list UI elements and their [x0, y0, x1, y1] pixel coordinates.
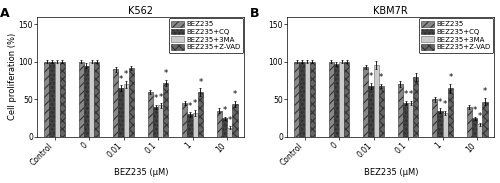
Text: *: *: [222, 106, 226, 115]
Text: *: *: [443, 100, 448, 109]
Bar: [467, 107, 472, 137]
Bar: [227, 128, 232, 137]
Bar: [363, 67, 368, 137]
Bar: [89, 62, 94, 137]
Bar: [54, 62, 60, 137]
Bar: [158, 105, 164, 137]
Text: *: *: [164, 69, 168, 78]
Bar: [472, 118, 477, 137]
Bar: [442, 113, 448, 137]
Bar: [398, 84, 403, 137]
Bar: [477, 124, 482, 137]
Bar: [153, 107, 158, 137]
Text: *: *: [198, 78, 202, 87]
Bar: [124, 84, 129, 137]
Bar: [300, 62, 304, 137]
Legend: BEZ235, BEZ235+CQ, BEZ235+3MA, BEZ235+Z-VAD: BEZ235, BEZ235+CQ, BEZ235+3MA, BEZ235+Z-…: [168, 18, 243, 53]
Text: *: *: [448, 73, 452, 82]
Title: KBM7R: KBM7R: [374, 6, 408, 16]
Bar: [448, 88, 453, 137]
Bar: [44, 62, 50, 137]
Bar: [164, 83, 168, 137]
Bar: [408, 103, 414, 137]
Bar: [94, 62, 100, 137]
Bar: [182, 103, 188, 137]
Title: K562: K562: [128, 6, 154, 16]
Bar: [368, 86, 374, 137]
Bar: [344, 62, 350, 137]
Bar: [60, 62, 65, 137]
Bar: [328, 62, 334, 137]
Bar: [482, 102, 488, 137]
Text: A: A: [0, 7, 10, 20]
Text: *: *: [228, 116, 232, 125]
Text: *: *: [154, 94, 158, 103]
Y-axis label: Cell proliferation (%): Cell proliferation (%): [8, 33, 17, 120]
Bar: [50, 62, 54, 137]
Text: *: *: [483, 87, 487, 96]
Bar: [148, 92, 153, 137]
Text: *: *: [408, 90, 413, 99]
Bar: [334, 64, 339, 137]
X-axis label: BEZ235 (μM): BEZ235 (μM): [114, 168, 168, 178]
X-axis label: BEZ235 (μM): BEZ235 (μM): [364, 168, 418, 178]
Text: *: *: [379, 73, 384, 82]
Bar: [438, 111, 442, 137]
Bar: [129, 68, 134, 137]
Bar: [222, 118, 227, 137]
Text: *: *: [158, 93, 163, 102]
Bar: [232, 104, 237, 137]
Bar: [339, 62, 344, 137]
Bar: [78, 62, 84, 137]
Bar: [294, 62, 300, 137]
Legend: BEZ235, BEZ235+CQ, BEZ235+3MA, BEZ235+Z-VAD: BEZ235, BEZ235+CQ, BEZ235+3MA, BEZ235+Z-…: [418, 18, 493, 53]
Text: *: *: [119, 74, 123, 84]
Bar: [188, 114, 192, 137]
Bar: [432, 99, 438, 137]
Bar: [118, 88, 124, 137]
Text: B: B: [250, 7, 260, 20]
Bar: [304, 62, 310, 137]
Bar: [414, 77, 418, 137]
Text: *: *: [438, 98, 442, 107]
Bar: [403, 103, 408, 137]
Text: *: *: [472, 106, 476, 115]
Bar: [374, 65, 379, 137]
Bar: [84, 66, 89, 137]
Text: *: *: [404, 90, 407, 99]
Bar: [310, 62, 315, 137]
Bar: [217, 111, 222, 137]
Text: *: *: [478, 112, 482, 121]
Text: *: *: [188, 102, 192, 111]
Text: *: *: [193, 99, 198, 108]
Text: *: *: [233, 90, 237, 99]
Bar: [192, 113, 198, 137]
Text: *: *: [369, 72, 373, 81]
Bar: [198, 92, 203, 137]
Text: *: *: [124, 70, 128, 79]
Bar: [379, 86, 384, 137]
Bar: [113, 69, 118, 137]
